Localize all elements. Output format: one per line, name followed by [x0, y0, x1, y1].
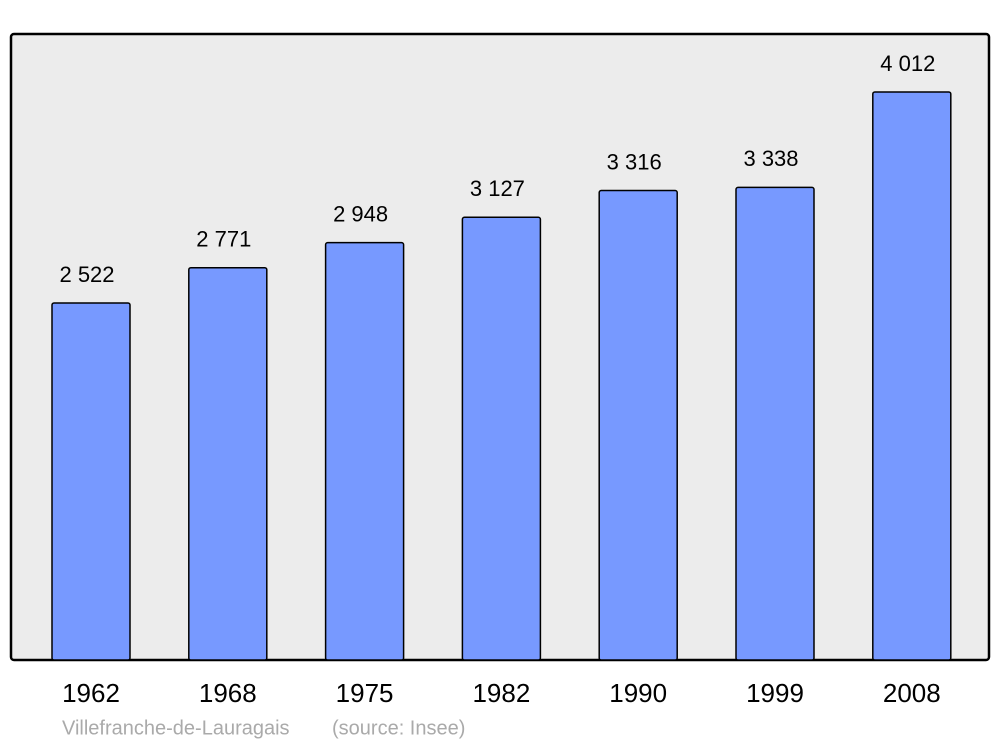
bar — [51, 302, 131, 661]
source: (source: Insee) — [332, 717, 465, 739]
x-tick-label: 1999 — [746, 678, 804, 708]
value-label: 2 522 — [59, 262, 114, 287]
value-label: 2 948 — [333, 201, 388, 226]
bar — [324, 241, 405, 661]
bar — [461, 216, 542, 661]
value-label: 3 338 — [743, 146, 798, 171]
bar — [598, 189, 678, 661]
x-tick-label: 1962 — [62, 678, 120, 708]
x-tick-label: 1968 — [199, 678, 257, 708]
x-tick-label: 1990 — [609, 678, 667, 708]
value-label: 3 127 — [470, 176, 525, 201]
value-label: 3 316 — [607, 149, 662, 174]
x-tick-label: 2008 — [883, 678, 941, 708]
value-label: 4 012 — [880, 51, 935, 76]
caption: Villefranche-de-Lauragais — [62, 717, 290, 739]
value-label: 2 771 — [196, 227, 251, 252]
bar — [188, 266, 268, 661]
bar — [735, 186, 815, 661]
bar — [872, 91, 952, 661]
x-tick-label: 1982 — [472, 678, 530, 708]
x-tick-label: 1975 — [336, 678, 394, 708]
